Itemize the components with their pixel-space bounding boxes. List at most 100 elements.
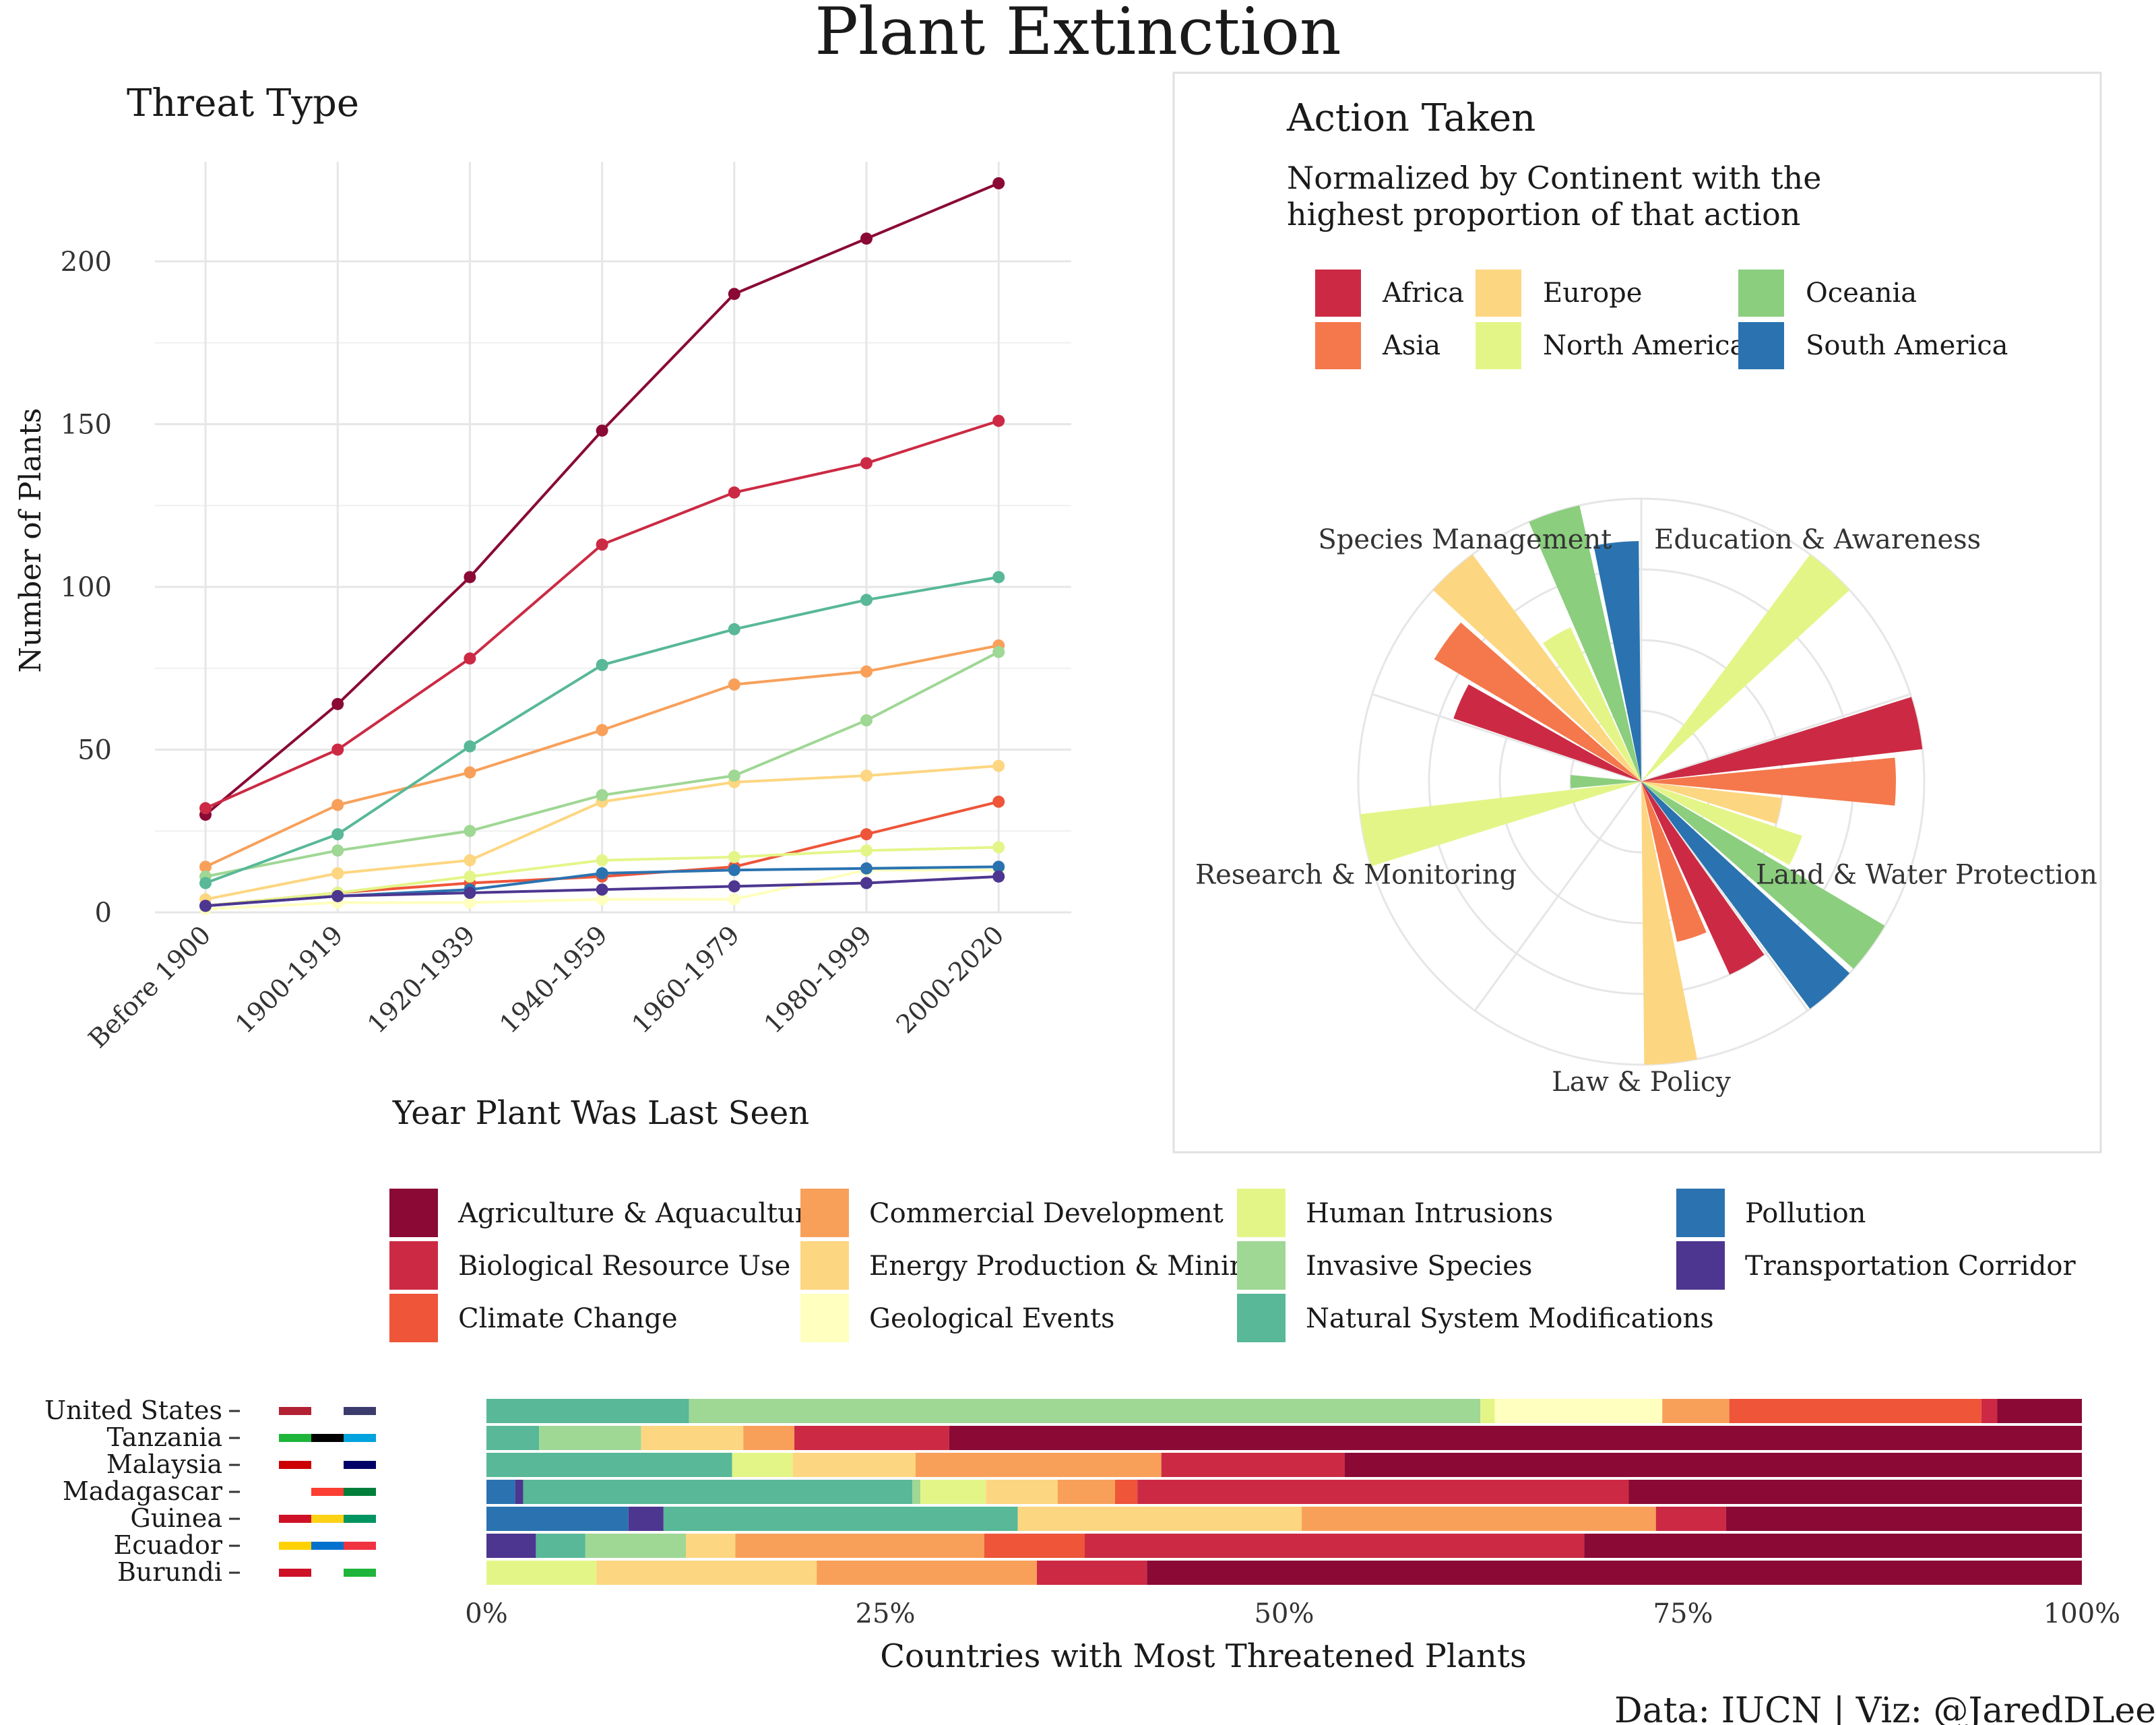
x-tick-label-1940-1959: 1940-1959	[494, 920, 613, 1039]
threat-legend-label-natural-system-modifications: Natural System Modifications	[1306, 1303, 1714, 1334]
polar-bar-land-water-protection-north-america	[1641, 782, 1802, 865]
bar-segment-madagascar-commercial-development	[1057, 1480, 1115, 1504]
threat-legend-key-commercial-development	[800, 1189, 849, 1237]
series-point-natural-system-modifications-3	[596, 658, 608, 671]
country-label-tanzania: Tanzania	[107, 1422, 222, 1452]
flag-stripe	[279, 1488, 311, 1496]
bar-segment-guinea-energy-production-mining	[1017, 1507, 1302, 1531]
flag-stripe	[279, 1434, 311, 1442]
polar-bar-species-management-oceania	[1529, 505, 1641, 782]
bar-x-tick-0: 0%	[465, 1598, 507, 1629]
flag-stripe	[279, 1407, 311, 1415]
series-point-biological-resource-use-2	[464, 652, 476, 665]
legend-label-europe: Europe	[1543, 278, 1642, 309]
legend-label-asia: Asia	[1382, 330, 1440, 361]
bar-segment-madagascar-energy-production-mining	[986, 1480, 1058, 1504]
flag-stripe	[311, 1407, 344, 1415]
bar-segment-tanzania-invasive-species	[539, 1426, 641, 1450]
series-point-human-intrusions-4	[728, 850, 740, 863]
legend-key-north-america	[1476, 322, 1521, 369]
bar-segment-madagascar-biological-resource-use	[1137, 1480, 1629, 1504]
action-taken-polar-chart: Action Taken Normalized by Continent wit…	[1172, 71, 2102, 1154]
country-label-burundi: Burundi	[117, 1557, 222, 1587]
series-point-natural-system-modifications-5	[860, 594, 873, 606]
bar-segment-guinea-biological-resource-use	[1655, 1507, 1726, 1531]
threat-legend-label-biological-resource-use: Biological Resource Use	[458, 1251, 790, 1282]
series-point-transportation-corridor-1	[331, 889, 344, 902]
country-label-malaysia: Malaysia	[106, 1449, 222, 1479]
bar-segment-ecuador-agriculture-aquaculture	[1584, 1534, 2082, 1558]
polar-action-labels: Education & Awareness Land & Water Protec…	[1195, 524, 2097, 1098]
polar-grid-spoke	[1372, 693, 1642, 783]
series-point-invasive-species-2	[464, 825, 476, 838]
series-point-invasive-species-1	[331, 844, 344, 857]
series-point-agriculture-aquaculture-3	[596, 425, 608, 437]
country-flags	[279, 1407, 376, 1577]
caption: Data: IUCN | Viz: @JaredDLee	[1614, 1691, 2156, 1725]
polar-bar-land-water-protection-oceania	[1641, 782, 1885, 969]
flag-stripe	[311, 1434, 344, 1442]
bar-segment-united-states-geological-events	[1494, 1399, 1663, 1423]
x-tick-label-2000-2020: 2000-2020	[891, 920, 1010, 1039]
flag-stripe	[311, 1542, 344, 1550]
threat-legend-label-agriculture-aquaculture: Agriculture & Aquaculture	[457, 1198, 824, 1229]
series-biological-resource-use	[199, 414, 1005, 815]
line-chart-title: Threat Type	[127, 82, 359, 125]
flag-tanzania	[279, 1434, 376, 1442]
polar-bar-education-awareness-north-america	[1641, 554, 1850, 782]
threat-legend-key-energy-production-mining	[800, 1241, 849, 1290]
series-point-geological-events-2	[464, 896, 476, 909]
bar-segment-burundi-human-intrusions	[486, 1561, 597, 1585]
series-natural-system-modifications	[199, 571, 1005, 889]
polar-bar-land-water-protection-asia	[1641, 757, 1897, 806]
line-chart-x-ticks: Before 1900 1900-1919 1920-1939 1940-1959 19…	[83, 920, 1010, 1054]
series-point-climate-change-5	[860, 828, 873, 841]
polar-bar-land-water-protection-south-america	[1641, 782, 1850, 1009]
bar-segment-united-states-agriculture-aquaculture	[1997, 1399, 2082, 1423]
x-tick-label-1900-1919: 1900-1919	[230, 920, 349, 1039]
line-chart-grid	[155, 162, 1071, 914]
threat-legend-key-climate-change	[389, 1294, 438, 1342]
continent-legend: Africa Asia Europe North America Oceania Sout…	[1315, 270, 2008, 369]
flag-stripe	[344, 1515, 376, 1523]
series-point-biological-resource-use-4	[728, 486, 740, 499]
series-energy-production-mining	[199, 759, 1005, 906]
polar-bar-species-management-asia	[1434, 622, 1641, 782]
polar-grid-spoke	[1473, 781, 1643, 1011]
country-label-united-states: United States	[44, 1395, 222, 1425]
bar-segment-madagascar-pollution	[486, 1480, 515, 1504]
countries-stacked-bar-chart: United StatesTanzaniaMalaysiaMadagascarG…	[44, 1395, 2120, 1675]
series-point-commercial-development-1	[331, 798, 344, 811]
flag-stripe	[344, 1542, 376, 1550]
threat-legend-key-biological-resource-use	[389, 1241, 438, 1290]
bar-segment-united-states-biological-resource-use	[1981, 1399, 1998, 1423]
line-chart-y-axis-label: Number of Plants	[13, 408, 48, 672]
flag-malaysia	[279, 1461, 376, 1469]
series-point-biological-resource-use-3	[596, 538, 608, 551]
country-label-guinea: Guinea	[130, 1503, 222, 1533]
bar-segment-madagascar-invasive-species	[912, 1480, 921, 1504]
flag-stripe	[311, 1569, 344, 1577]
bar-segment-malaysia-biological-resource-use	[1161, 1453, 1345, 1477]
bar-segment-guinea-transportation-corridor	[628, 1507, 664, 1531]
bar-x-tick-1: 25%	[856, 1598, 916, 1629]
series-point-biological-resource-use-0	[199, 802, 212, 815]
series-point-commercial-development-5	[860, 665, 873, 678]
country-label-madagascar: Madagascar	[63, 1476, 223, 1506]
polar-bar-research-monitoring-north-america	[1360, 782, 1641, 867]
polar-label-research-monitoring: Research & Monitoring	[1195, 860, 1517, 891]
bar-segment-madagascar-natural-system-modifications	[523, 1480, 913, 1504]
threat-legend-label-invasive-species: Invasive Species	[1306, 1251, 1532, 1282]
flag-stripe	[279, 1515, 311, 1523]
bar-chart-x-axis-label: Countries with Most Threatened Plants	[880, 1637, 1526, 1675]
series-point-invasive-species-3	[596, 789, 608, 802]
flag-stripe	[344, 1488, 376, 1496]
series-point-transportation-corridor-0	[199, 900, 212, 912]
series-point-agriculture-aquaculture-4	[728, 288, 740, 301]
flag-guinea	[279, 1515, 376, 1523]
polar-bar-land-water-protection-africa	[1641, 697, 1923, 782]
threat-legend-label-commercial-development: Commercial Development	[869, 1198, 1224, 1229]
legend-key-oceania	[1738, 270, 1784, 317]
series-point-invasive-species-6	[992, 646, 1005, 658]
series-point-human-intrusions-6	[992, 841, 1005, 854]
